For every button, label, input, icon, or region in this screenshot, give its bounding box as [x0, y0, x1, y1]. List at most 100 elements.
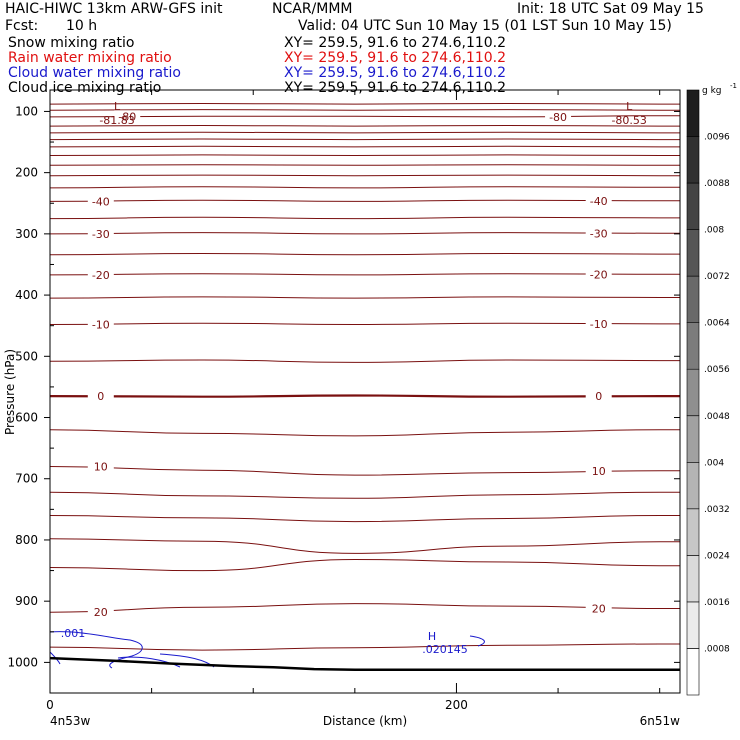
contour-label-mask	[585, 464, 612, 477]
y-tick-label-600: 600	[15, 411, 38, 425]
contour-label--40: -40	[590, 195, 608, 208]
colorbar-swatch-0	[686, 648, 700, 696]
y-tick-label-100: 100	[15, 104, 38, 118]
terrain-line	[49, 656, 680, 671]
legend-rain-name: Rain water mixing ratio	[8, 50, 172, 66]
legend-rain-xy: XY= 259.5, 91.6 to 274.6,110.2	[284, 50, 507, 66]
y-axis-label: Pressure (hPa)	[3, 349, 17, 435]
valid-time: Valid: 04 UTC Sun 10 May 15 (01 LST Sun …	[298, 18, 672, 34]
temperature-contour-20	[49, 603, 680, 613]
temperature-contour-unlabeled-19	[49, 102, 680, 105]
colorbar-tick-.004: .004	[704, 458, 724, 468]
contour-label-mask	[585, 194, 612, 207]
colorbar-tick-.0008: .0008	[704, 645, 730, 655]
temperature-contour-unlabeled-9	[49, 216, 680, 220]
x-tick-label-0: 0	[46, 698, 54, 712]
minimum-value-0: -81.83	[99, 114, 134, 127]
colorbar-tick-.0064: .0064	[704, 319, 730, 329]
y-tick-label-1000: 1000	[7, 655, 38, 669]
colorbar-tick-.008: .008	[704, 226, 724, 236]
temperature-contour-unlabeled-15	[49, 138, 680, 141]
colorbar-swatch-2	[686, 555, 700, 603]
temperature-contour-unlabeled-13	[49, 154, 680, 157]
org-label: NCAR/MMM	[272, 1, 353, 17]
contour-label-mask	[585, 268, 612, 281]
contour-label-mask	[87, 268, 114, 281]
cloud-water-max-value: .020145	[422, 643, 468, 656]
temperature-contour--30	[49, 232, 680, 235]
contour-label-10: 10	[592, 465, 606, 478]
minimum-symbol-0: L	[114, 100, 121, 113]
contour-label--20: -20	[92, 269, 110, 282]
temperature-contour-unlabeled-11	[49, 174, 681, 177]
x-axis: 0 200	[46, 90, 661, 712]
temperature-contour-0	[49, 394, 680, 398]
contour-label-mask	[87, 390, 114, 403]
contour-label-mask	[87, 460, 114, 473]
contour-label-mask	[87, 227, 114, 240]
plot-frame	[49, 89, 681, 694]
colorbar-tick-.0072: .0072	[704, 272, 730, 282]
temperature-contour-unlabeled-0	[49, 643, 680, 651]
temperature-contour-unlabeled-2	[49, 538, 680, 554]
minimum-value-1: -80.53	[611, 114, 646, 127]
temperature-contour-unlabeled-16	[49, 131, 680, 134]
contour-label-mask	[585, 227, 612, 240]
x-axis-label: Distance (km)	[323, 714, 407, 728]
init-time: Init: 18 UTC Sat 09 May 15	[517, 1, 704, 17]
colorbar-tick-.0096: .0096	[704, 133, 730, 143]
colorbar-swatch-8	[686, 275, 700, 324]
temperature-contour--80	[49, 115, 680, 118]
contour-label-0: 0	[97, 390, 104, 403]
contour-label-20: 20	[94, 606, 108, 619]
colorbar-swatch-4	[686, 461, 700, 510]
temperature-contour-unlabeled-10	[49, 186, 680, 189]
model-title: HAIC-HIWC 13km ARW-GFS init	[5, 1, 223, 17]
legend-snow-name: Snow mixing ratio	[8, 35, 135, 51]
y-tick-label-400: 400	[15, 288, 38, 302]
contour-label-mask	[87, 606, 114, 619]
colorbar-tick-.0016: .0016	[704, 598, 730, 608]
contour-label-mask	[545, 110, 572, 123]
colorbar-tick-.0056: .0056	[704, 365, 730, 375]
left-endpoint-label: 4n53w	[50, 714, 91, 728]
contour-label--40: -40	[92, 195, 110, 208]
temperature-contour-unlabeled-1	[49, 558, 680, 572]
legend-cloudwater-name: Cloud water mixing ratio	[8, 65, 181, 81]
cloud-water-contour-left-2	[117, 656, 181, 668]
colorbar-swatch-12	[686, 89, 700, 137]
y-tick-label-200: 200	[15, 166, 38, 180]
colorbar-unit-exponent: -1	[730, 82, 737, 90]
contour-label--10: -10	[92, 318, 110, 331]
temperature-contour-unlabeled-4	[49, 491, 680, 499]
colorbar-tick-.0032: .0032	[704, 505, 730, 515]
temperature-contour--40	[49, 199, 680, 202]
contour-label--30: -30	[590, 227, 608, 240]
contour-label-mask	[87, 318, 114, 331]
cloud-water-contour-label: .001	[61, 627, 86, 640]
contour-label--10: -10	[590, 318, 608, 331]
colorbar-swatch-6	[686, 368, 700, 417]
terrain-layer	[49, 656, 680, 671]
y-tick-label-800: 800	[15, 533, 38, 547]
colorbar-tick-.0088: .0088	[704, 179, 730, 189]
legend-cloudwater-xy: XY= 259.5, 91.6 to 274.6,110.2	[284, 65, 507, 81]
minimum-symbol-1: L	[626, 100, 633, 113]
x-tick-label-200: 200	[445, 698, 468, 712]
legend-snow-xy: XY= 259.5, 91.6 to 274.6,110.2	[284, 35, 507, 51]
contour-label-mask	[585, 602, 612, 615]
colorbar-tick-.0048: .0048	[704, 412, 730, 422]
temperature-contour-unlabeled-7	[49, 296, 680, 299]
legend-cloudice-xy: XY= 259.5, 91.6 to 274.6,110.2	[284, 80, 507, 96]
contour-label--20: -20	[590, 268, 608, 281]
temperature-contour-unlabeled-3	[49, 515, 680, 523]
colorbar-swatch-3	[686, 508, 700, 556]
contour-label-0: 0	[595, 390, 602, 403]
temperature-contour-unlabeled-18	[49, 109, 680, 111]
y-tick-label-900: 900	[15, 594, 38, 608]
contour-label-mask	[87, 195, 114, 208]
colorbar-swatch-11	[686, 136, 700, 184]
